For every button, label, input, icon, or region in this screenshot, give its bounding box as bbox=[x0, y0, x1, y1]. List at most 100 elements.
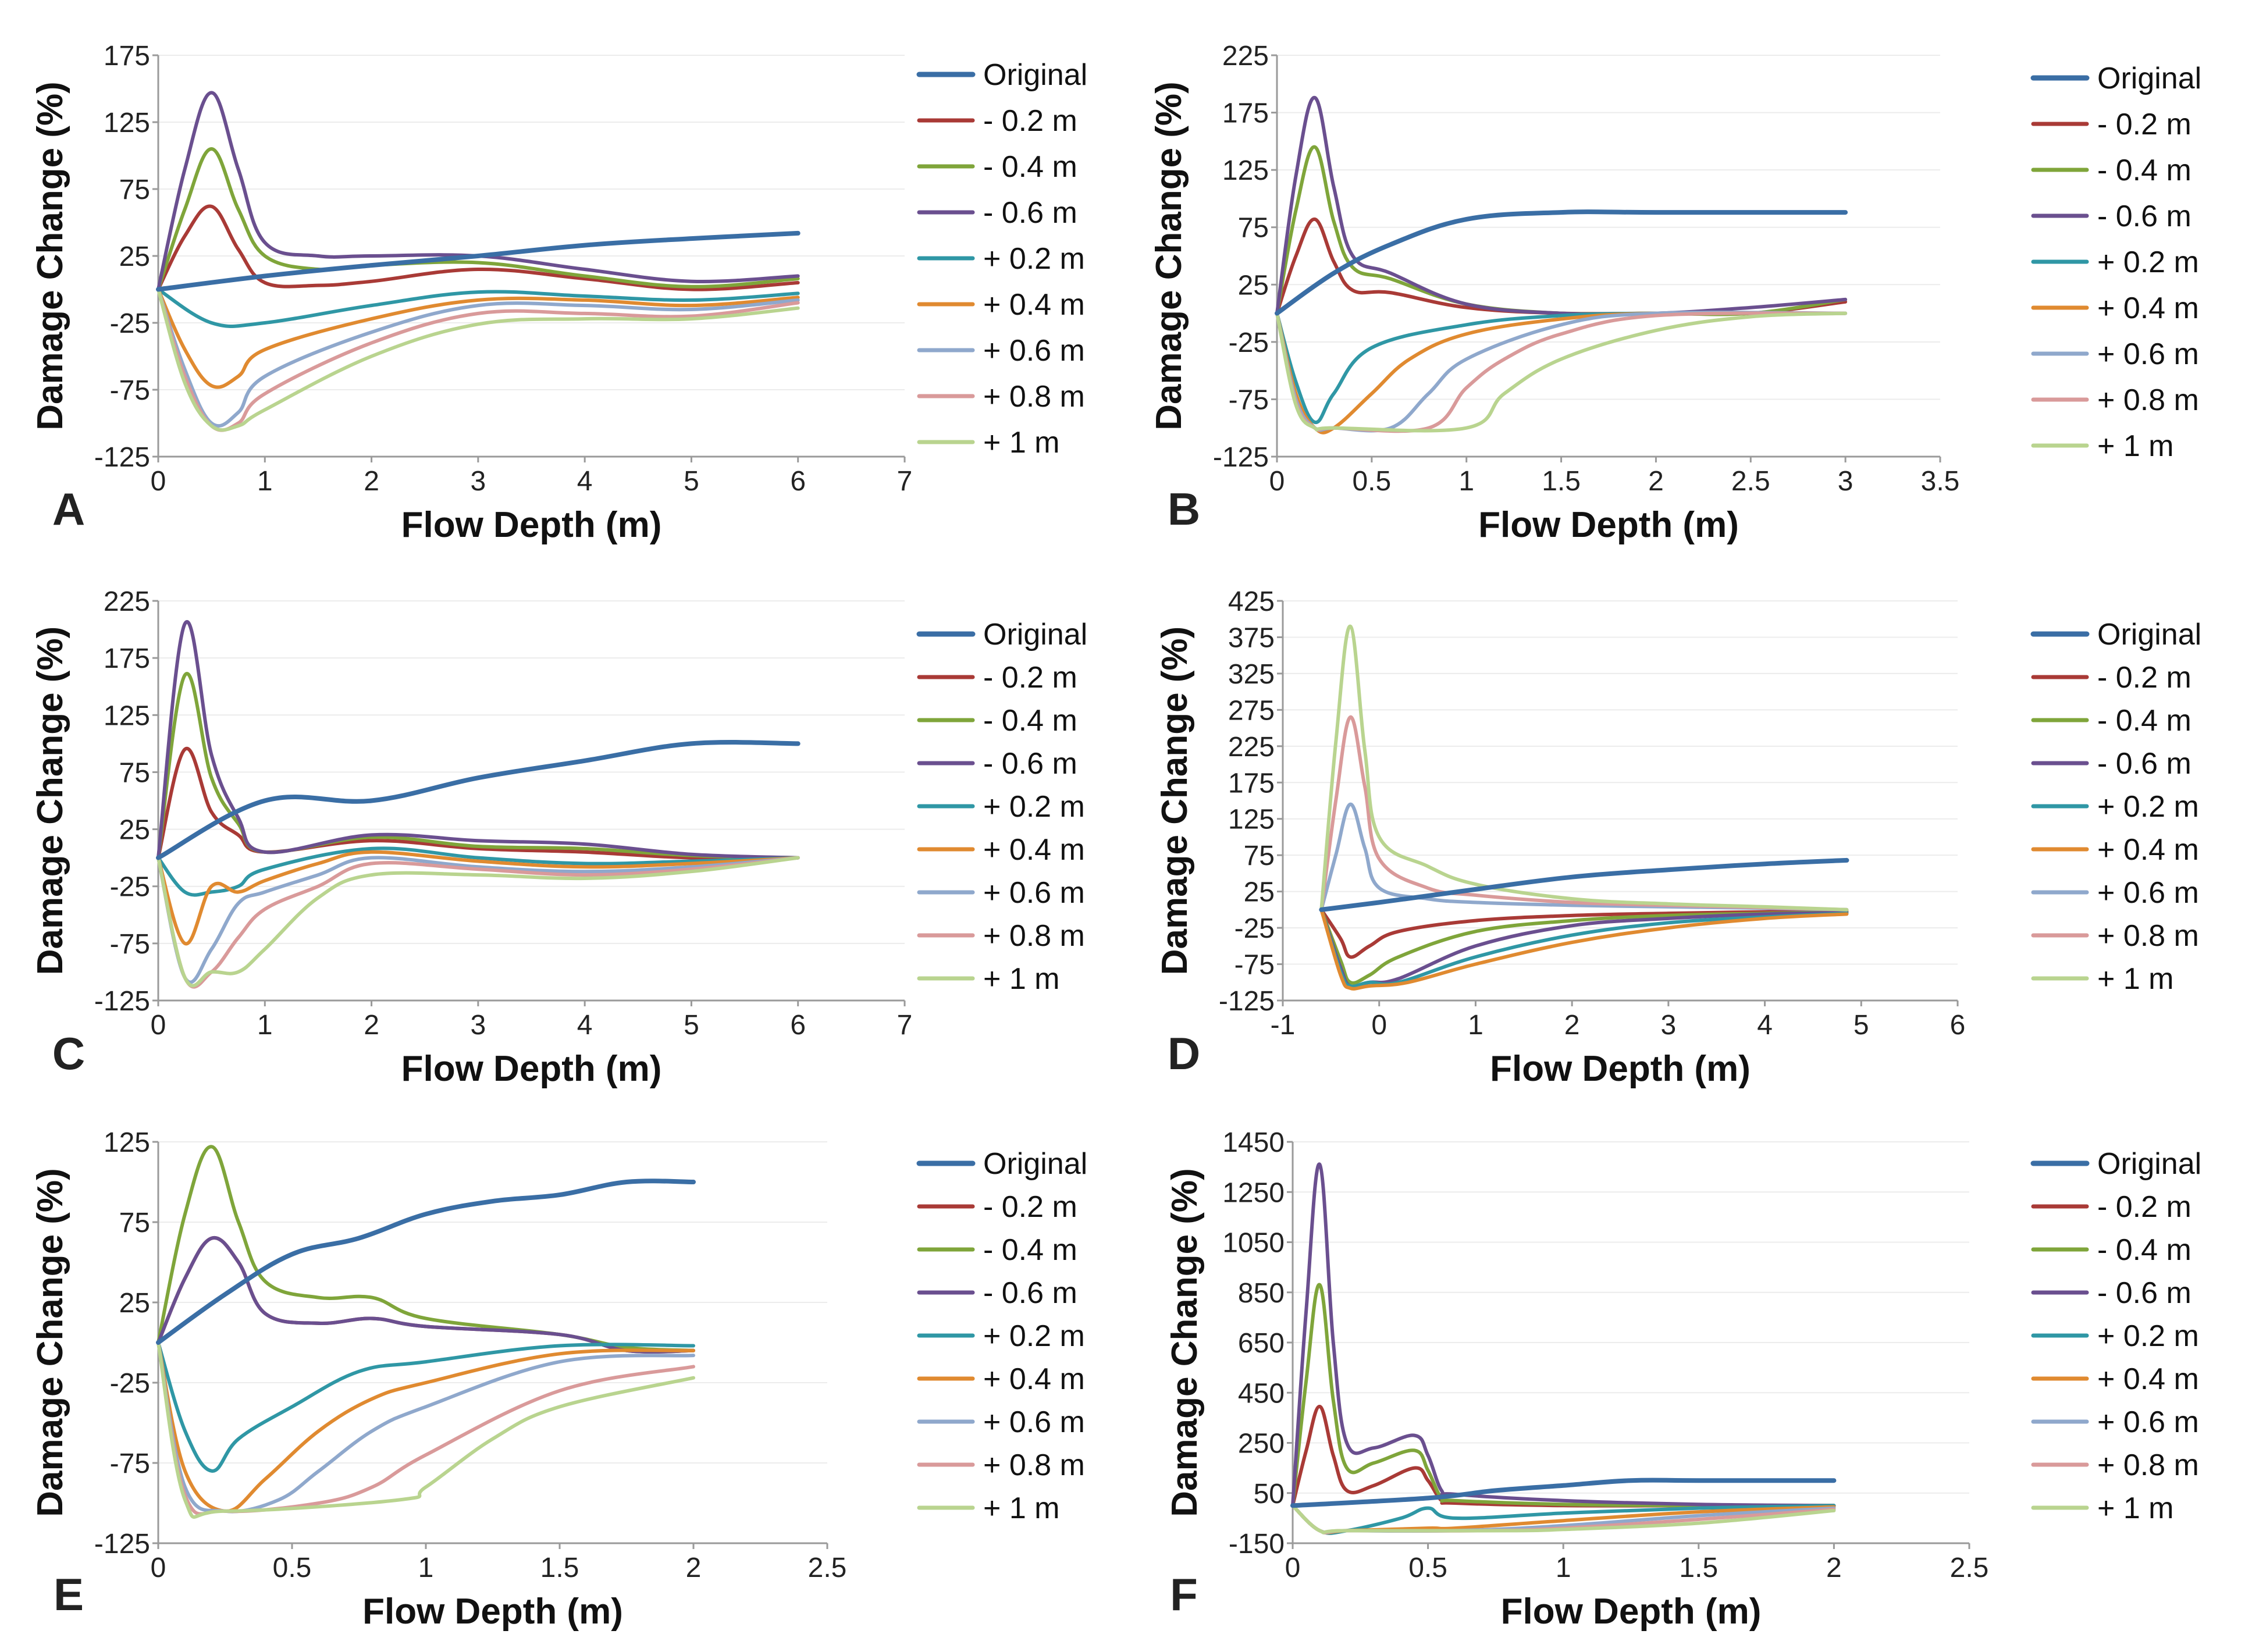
y-tick-label: 50 bbox=[1254, 1479, 1285, 1509]
series-line bbox=[156, 850, 800, 946]
y-tick-label: 25 bbox=[1244, 877, 1275, 908]
legend-label: + 0.8 m bbox=[983, 380, 1085, 414]
x-tick-label: 1.5 bbox=[540, 1553, 579, 1583]
y-tick-label: 25 bbox=[119, 241, 150, 272]
series-line bbox=[156, 287, 800, 329]
y-tick-label: -125 bbox=[1213, 442, 1269, 473]
y-tick-label: 225 bbox=[1222, 41, 1269, 72]
x-tick-label: 3 bbox=[1838, 466, 1853, 497]
legend-label: - 0.2 m bbox=[983, 661, 1077, 695]
y-tick-label: 650 bbox=[1238, 1328, 1285, 1359]
y-tick-label: 175 bbox=[1228, 768, 1275, 799]
x-tick-label: 1 bbox=[257, 466, 273, 497]
y-tick-label: 1050 bbox=[1222, 1228, 1285, 1259]
y-axis-title: Damage Change (%) bbox=[30, 626, 70, 975]
y-tick-label: -125 bbox=[94, 442, 150, 473]
x-tick-label: 0 bbox=[1285, 1553, 1301, 1583]
y-tick-label: 175 bbox=[1222, 98, 1269, 129]
series-line bbox=[156, 846, 800, 897]
legend-label: + 0.4 m bbox=[2097, 291, 2199, 325]
legend-label: + 1 m bbox=[2097, 1491, 2174, 1525]
x-tick-label: 0.5 bbox=[1408, 1553, 1447, 1583]
legend-label: Original bbox=[2097, 618, 2201, 651]
y-tick-label: -25 bbox=[1234, 913, 1275, 944]
x-tick-label: 2 bbox=[1648, 466, 1664, 497]
legend-label: - 0.2 m bbox=[2097, 108, 2191, 141]
x-axis-title: Flow Depth (m) bbox=[1478, 505, 1739, 545]
legend-label: Original bbox=[983, 1147, 1087, 1181]
series-line bbox=[1275, 209, 1848, 316]
x-tick-label: 3.5 bbox=[1921, 466, 1960, 497]
series-line bbox=[156, 1236, 695, 1354]
y-tick-label: 75 bbox=[1244, 841, 1275, 871]
x-tick-label: 2 bbox=[1564, 1010, 1580, 1041]
x-tick-label: 2 bbox=[364, 1010, 379, 1041]
legend-label: - 0.4 m bbox=[983, 150, 1077, 184]
y-axis-title: Damage Change (%) bbox=[1155, 626, 1195, 975]
legend-label: + 0.2 m bbox=[2097, 245, 2199, 279]
legend-label: + 0.4 m bbox=[983, 288, 1085, 322]
legend-label: - 0.2 m bbox=[2097, 661, 2191, 695]
x-axis-title: Flow Depth (m) bbox=[362, 1592, 623, 1632]
series-line bbox=[1290, 1477, 1837, 1508]
y-tick-label: 275 bbox=[1228, 695, 1275, 726]
legend-label: Original bbox=[2097, 62, 2201, 95]
y-tick-label: -25 bbox=[1229, 327, 1269, 358]
series-line bbox=[156, 204, 800, 291]
x-tick-label: 1 bbox=[1458, 466, 1474, 497]
y-tick-label: 75 bbox=[119, 1208, 150, 1238]
panel-a: A -125 -75 -25 25 75 125 175 0 1 2 3 4 5 6 7 Flow Depth… bbox=[30, 41, 1087, 545]
x-axis-title: Flow Depth (m) bbox=[401, 1049, 662, 1089]
legend-label: + 0.6 m bbox=[2097, 876, 2199, 910]
panel-letter: E bbox=[54, 1569, 84, 1620]
x-tick-label: 1 bbox=[257, 1010, 273, 1041]
series-line bbox=[156, 1341, 695, 1514]
legend-label: + 0.6 m bbox=[983, 334, 1085, 368]
legend-label: + 0.8 m bbox=[983, 919, 1085, 953]
x-tick-label: -1 bbox=[1271, 1010, 1296, 1041]
legend-label: + 1 m bbox=[2097, 962, 2174, 996]
legend: Original - 0.2 m - 0.4 m - 0.6 m + 0.2 m + 0.… bbox=[2030, 1147, 2201, 1525]
series-line bbox=[1319, 624, 1849, 912]
x-tick-label: 7 bbox=[897, 1010, 913, 1041]
series-line bbox=[156, 856, 800, 984]
x-tick-label: 4 bbox=[577, 1010, 593, 1041]
x-axis-title: Flow Depth (m) bbox=[1501, 1592, 1762, 1632]
y-tick-label: 125 bbox=[104, 700, 150, 731]
legend-label: + 0.2 m bbox=[2097, 790, 2199, 824]
legend: Original - 0.2 m - 0.4 m - 0.6 m + 0.2 m + 0.… bbox=[916, 1147, 1087, 1525]
legend-label: - 0.6 m bbox=[2097, 747, 2191, 781]
series-line bbox=[156, 1341, 695, 1519]
legend-label: + 0.2 m bbox=[983, 242, 1085, 276]
legend-label: Original bbox=[983, 58, 1087, 92]
y-tick-label: -125 bbox=[94, 986, 150, 1017]
legend-label: + 0.6 m bbox=[983, 876, 1085, 910]
legend-label: + 1 m bbox=[2097, 429, 2174, 463]
x-tick-label: 3 bbox=[471, 1010, 486, 1041]
legend-label: - 0.4 m bbox=[983, 704, 1077, 738]
x-tick-label: 0 bbox=[151, 1010, 166, 1041]
x-tick-label: 7 bbox=[897, 466, 913, 497]
y-tick-label: 225 bbox=[1228, 732, 1275, 763]
legend-label: + 1 m bbox=[983, 426, 1060, 460]
series-line bbox=[156, 230, 801, 292]
x-tick-label: 2 bbox=[364, 466, 379, 497]
y-tick-label: 1250 bbox=[1222, 1177, 1285, 1208]
y-tick-label: 125 bbox=[1228, 804, 1275, 835]
legend-label: - 0.4 m bbox=[2097, 704, 2191, 738]
x-tick-label: 2.5 bbox=[1731, 466, 1770, 497]
y-tick-label: -25 bbox=[110, 308, 150, 339]
y-axis-title: Damage Change (%) bbox=[1149, 81, 1189, 430]
series-line bbox=[156, 91, 800, 291]
legend-label: + 0.6 m bbox=[2097, 337, 2199, 371]
x-tick-label: 2 bbox=[686, 1553, 702, 1583]
legend-label: - 0.6 m bbox=[983, 196, 1077, 230]
legend-label: + 0.2 m bbox=[983, 1319, 1085, 1353]
y-tick-label: 1450 bbox=[1222, 1127, 1285, 1158]
y-axis-title: Damage Change (%) bbox=[30, 1168, 70, 1516]
x-tick-label: 5 bbox=[684, 1010, 699, 1041]
x-tick-label: 5 bbox=[1853, 1010, 1869, 1041]
y-tick-label: 125 bbox=[1222, 155, 1269, 186]
